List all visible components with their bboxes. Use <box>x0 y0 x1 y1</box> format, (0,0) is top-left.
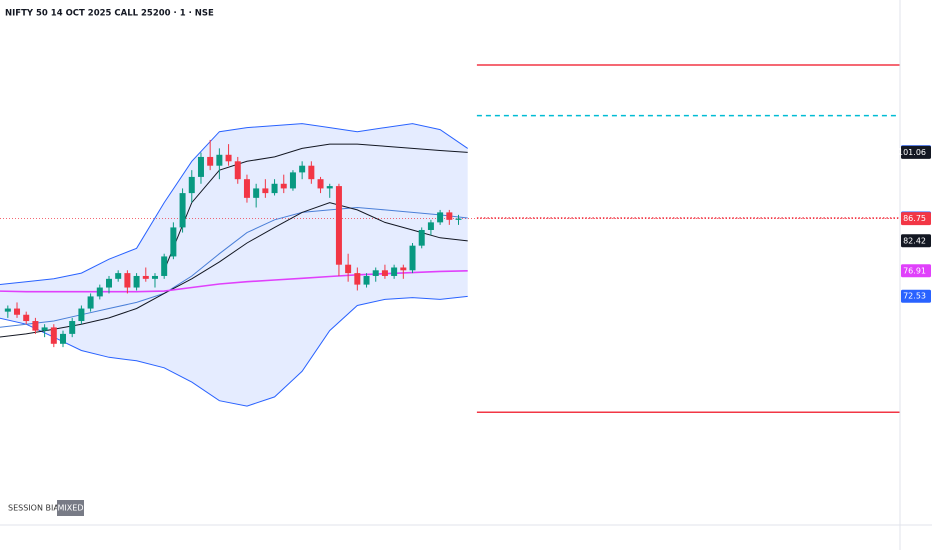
candle-body <box>78 308 85 322</box>
candle-body <box>151 275 158 279</box>
price-label-box <box>901 264 931 278</box>
price-label: 86.75 <box>903 214 926 223</box>
candle-body <box>308 165 315 180</box>
candle-body <box>87 296 94 309</box>
candle-body <box>262 188 269 194</box>
price-label-box <box>901 234 931 248</box>
candle-body <box>317 179 324 189</box>
candle-body <box>96 287 103 297</box>
price-label-box <box>901 289 931 303</box>
candle-body <box>60 333 67 344</box>
indicator-line <box>0 206 468 328</box>
session-bias-label: SESSION BIAS <box>8 504 64 513</box>
candle-body <box>446 212 453 220</box>
price-label-box <box>901 212 931 226</box>
candle-body <box>216 154 223 166</box>
candle-body <box>225 154 232 162</box>
candle-body <box>455 218 462 220</box>
candle-body <box>271 183 278 194</box>
candle-body <box>400 267 407 271</box>
indicator-line <box>0 123 468 285</box>
candle-body <box>372 270 379 276</box>
candle-body <box>124 273 131 288</box>
candle-body <box>381 270 388 276</box>
plot-area <box>0 64 900 414</box>
indicator-line <box>0 270 468 293</box>
price-label-box <box>901 145 931 159</box>
candle-body <box>354 273 361 285</box>
candle-body <box>335 186 342 265</box>
candle-body <box>289 172 296 189</box>
candle-body <box>409 245 416 271</box>
candle-body <box>363 275 370 285</box>
candle-body <box>133 275 140 288</box>
candle-body <box>4 308 11 312</box>
candle-body <box>32 321 39 331</box>
candle-body <box>179 193 186 228</box>
indicator-line <box>0 202 468 338</box>
price-label: 101.06 <box>898 148 926 157</box>
candle-body <box>243 179 250 198</box>
candle-body <box>161 256 168 276</box>
candle-body <box>427 222 434 230</box>
candle-body <box>326 186 333 189</box>
candle-body <box>115 273 122 279</box>
candle-body <box>299 165 306 173</box>
candle-body <box>280 183 287 189</box>
candle-body <box>345 264 352 274</box>
candle-body <box>23 314 30 322</box>
candle-body <box>142 275 149 279</box>
session-bias-value: MIXED <box>58 504 84 513</box>
candle-body <box>14 308 21 315</box>
candle-body <box>69 321 76 334</box>
candle-body <box>50 327 57 344</box>
price-label: 82.42 <box>903 236 926 245</box>
session-bias-badge <box>57 500 84 516</box>
band-fill <box>0 123 468 407</box>
candle-body <box>197 156 204 177</box>
chart-title: NIFTY 50 14 OCT 2025 CALL 25200 · 1 · NS… <box>5 9 214 19</box>
price-label: 72.53 <box>903 292 926 301</box>
price-label: 76.91 <box>903 266 926 275</box>
candle-body <box>391 267 398 276</box>
candle-body <box>105 278 112 288</box>
candle-body <box>418 229 425 246</box>
candle-body <box>207 156 214 166</box>
candle-body <box>253 188 260 198</box>
candle-body <box>437 212 444 223</box>
indicator-line <box>0 295 468 407</box>
candle-body <box>41 327 48 331</box>
candle-body <box>234 161 241 180</box>
candle-body <box>188 176 195 194</box>
indicator-line <box>163 143 468 271</box>
candle-body <box>170 227 177 257</box>
